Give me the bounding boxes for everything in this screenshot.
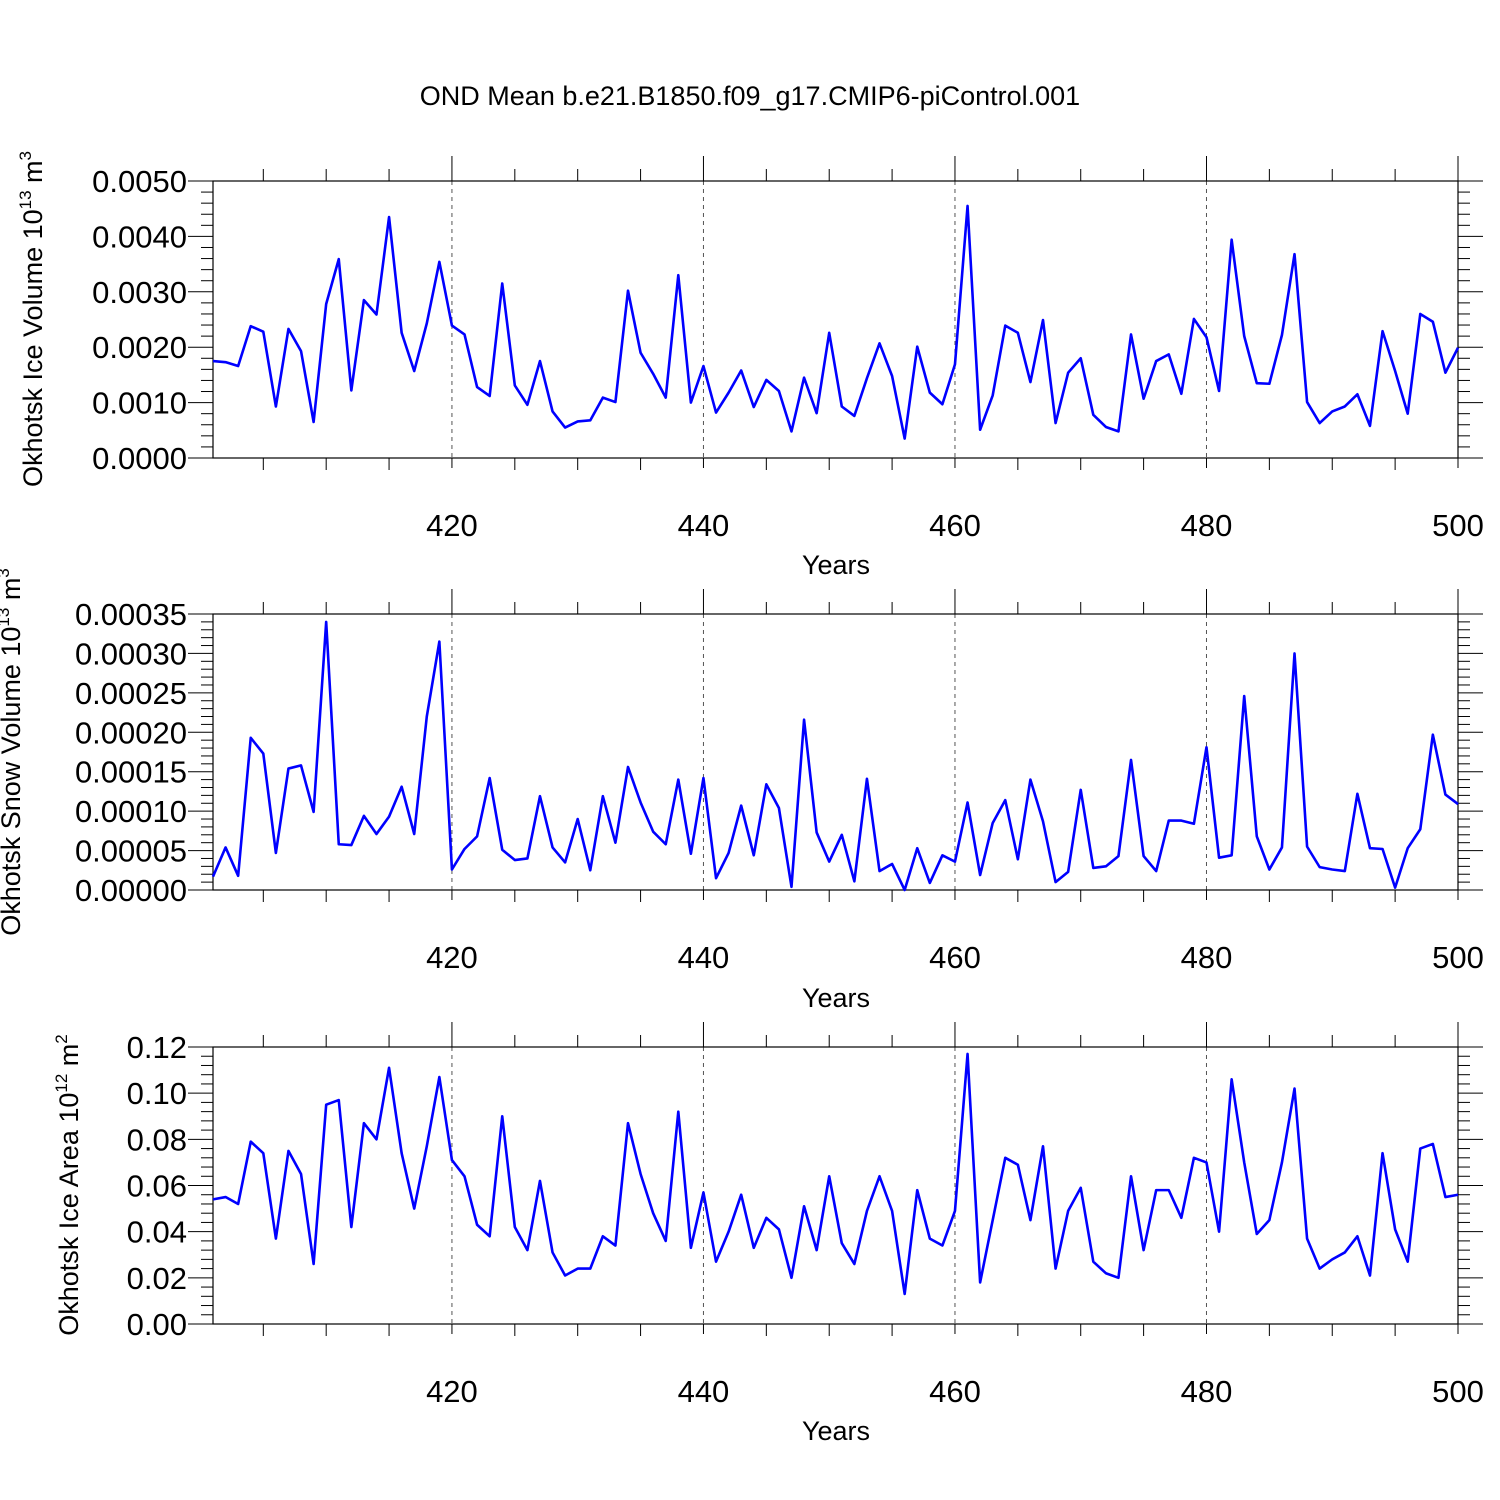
x-tick-label: 500 bbox=[1432, 1374, 1484, 1409]
y-tick-label: 0.0010 bbox=[92, 386, 187, 421]
y-tick-label: 0.00000 bbox=[75, 873, 187, 908]
plot-frame bbox=[212, 613, 1459, 891]
y-tick-label: 0.00015 bbox=[75, 755, 187, 790]
y-tick-label: 0.10 bbox=[127, 1076, 187, 1111]
y-tick-label: 0.12 bbox=[127, 1030, 187, 1065]
y-axis-label: Okhotsk Ice Volume 1013 m3 bbox=[16, 151, 48, 487]
x-tick-label: 420 bbox=[426, 940, 478, 975]
x-tick-label: 500 bbox=[1432, 508, 1484, 543]
x-axis-label: Years bbox=[802, 1416, 870, 1446]
x-tick-label: 500 bbox=[1432, 940, 1484, 975]
x-tick-label: 440 bbox=[678, 1374, 730, 1409]
x-tick-label: 460 bbox=[929, 508, 981, 543]
y-tick-label: 0.00 bbox=[127, 1307, 187, 1342]
x-tick-label: 460 bbox=[929, 940, 981, 975]
plot-frame bbox=[212, 180, 1459, 459]
panel-ice-area: 420 440 460 480 500 0.00 0.02 0.04 0.06 0.08 0.10 0… bbox=[52, 1022, 1484, 1446]
x-tick-label: 480 bbox=[1181, 940, 1233, 975]
series-line-ice-area bbox=[212, 1052, 1459, 1296]
x-tick-label: 440 bbox=[678, 940, 730, 975]
y-tick-label: 0.00010 bbox=[75, 794, 187, 829]
y-tick-label: 0.00005 bbox=[75, 834, 187, 869]
y-axis-label: Okhotsk Ice Area 1012 m2 bbox=[52, 1034, 84, 1336]
x-tick-label: 480 bbox=[1181, 1374, 1233, 1409]
y-tick-label: 0.00025 bbox=[75, 676, 187, 711]
x-tick-label: 460 bbox=[929, 1374, 981, 1409]
x-tick-label: 480 bbox=[1181, 508, 1233, 543]
chart-title: OND Mean b.e21.B1850.f09_g17.CMIP6-piCon… bbox=[420, 81, 1080, 111]
panel-ice-volume: 420 440 460 480 500 0.0000 0.0010 0.0020 0.0030 0… bbox=[16, 151, 1484, 580]
x-tick-label: 420 bbox=[426, 1374, 478, 1409]
x-tick-label: 440 bbox=[678, 508, 730, 543]
y-tick-label: 0.0050 bbox=[92, 164, 187, 199]
panel-snow-volume: 420 440 460 480 500 0.00000 0.00005 0.00010 0.00… bbox=[0, 568, 1484, 1013]
x-axis-label: Years bbox=[802, 550, 870, 580]
y-tick-label: 0.00035 bbox=[75, 597, 187, 632]
y-tick-label: 0.08 bbox=[127, 1122, 187, 1157]
y-tick-label: 0.0030 bbox=[92, 275, 187, 310]
series-line-snow-volume bbox=[211, 620, 1459, 892]
series-line-ice-volume bbox=[212, 204, 1460, 440]
y-tick-label: 0.0020 bbox=[92, 330, 187, 365]
y-tick-label: 0.0000 bbox=[92, 441, 187, 476]
x-tick-label: 420 bbox=[426, 508, 478, 543]
y-axis-label: Okhotsk Snow Volume 1013 m3 bbox=[0, 568, 26, 936]
y-tick-label: 0.02 bbox=[127, 1261, 187, 1296]
y-tick-label: 0.00020 bbox=[75, 715, 187, 750]
y-tick-label: 0.00030 bbox=[75, 636, 187, 671]
plot-frame bbox=[212, 1046, 1459, 1325]
y-tick-label: 0.04 bbox=[127, 1215, 187, 1250]
y-tick-label: 0.06 bbox=[127, 1169, 187, 1204]
y-tick-label: 0.0040 bbox=[92, 219, 187, 254]
x-axis-label: Years bbox=[802, 983, 870, 1013]
